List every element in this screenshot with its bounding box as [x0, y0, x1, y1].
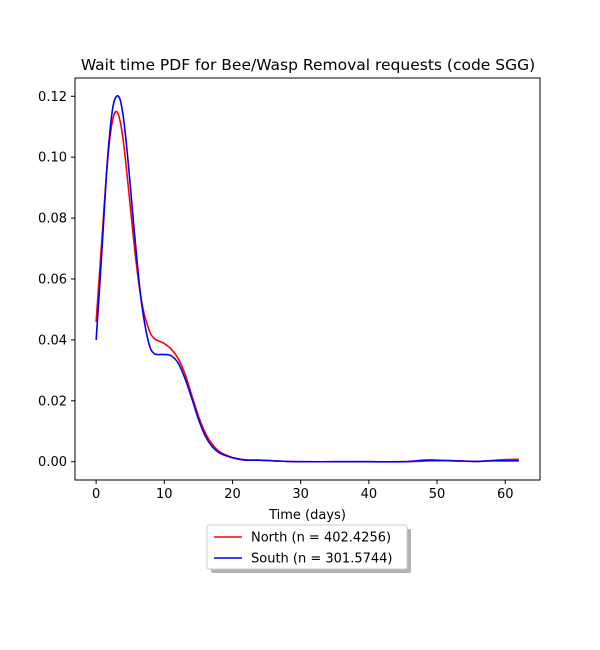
- x-axis-label: Time (days): [268, 508, 346, 523]
- x-tick-label: 0: [92, 487, 100, 502]
- x-tick-label: 50: [429, 487, 446, 502]
- legend-box: [206, 524, 408, 570]
- chart-title: Wait time PDF for Bee/Wasp Removal reque…: [81, 56, 535, 74]
- y-tick-label: 0.08: [38, 212, 67, 227]
- y-axis: 0.00 0.02 0.04 0.06 0.08 0.10 0.12: [38, 90, 75, 470]
- legend-items: North (n = 402.4256) South (n = 301.5744): [214, 531, 392, 567]
- series-layer: [95, 95, 519, 463]
- x-axis: 0 10 20 30 40 50 60: [92, 480, 514, 502]
- y-tick-label: 0.00: [38, 455, 67, 470]
- y-tick-label: 0.06: [38, 273, 67, 288]
- series-line-north: [95, 110, 519, 463]
- legend-label-north: North (n = 402.4256): [251, 531, 391, 546]
- plot-frame: [74, 77, 541, 481]
- y-tick-label: 0.02: [38, 394, 67, 409]
- y-tick-label: 0.04: [38, 333, 67, 348]
- legend: North (n = 402.4256) South (n = 301.5744): [206, 524, 411, 573]
- x-tick-label: 30: [292, 487, 309, 502]
- x-tick-label: 60: [497, 487, 514, 502]
- y-tick-label: 0.12: [38, 90, 67, 105]
- x-tick-label: 20: [224, 487, 241, 502]
- x-tick-label: 10: [156, 487, 173, 502]
- legend-label-south: South (n = 301.5744): [251, 552, 392, 567]
- x-tick-label: 40: [361, 487, 378, 502]
- series-line-south: [95, 95, 519, 463]
- y-tick-label: 0.10: [38, 151, 67, 166]
